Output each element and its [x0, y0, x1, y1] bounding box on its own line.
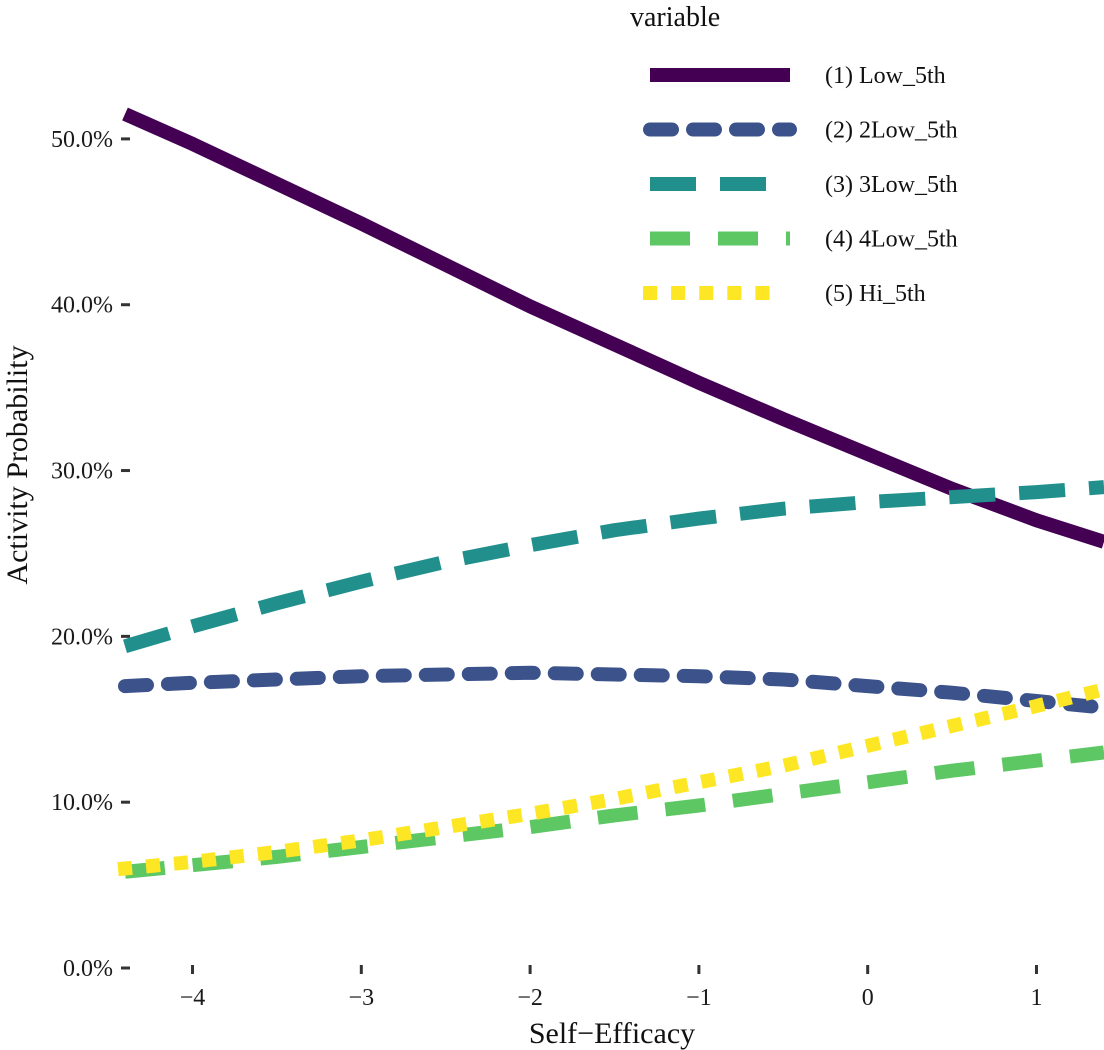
y-tick-label: 40.0%: [51, 293, 113, 319]
x-tick-label: −1: [686, 985, 712, 1011]
series-line-3: [123, 480, 1104, 654]
x-tick-label: −2: [517, 985, 543, 1011]
y-tick-label: 20.0%: [51, 624, 113, 650]
x-axis-title: Self−Efficacy: [529, 1017, 695, 1050]
legend: variable (1) Low_5th (2) 2Low_5th (3) 3Low_…: [630, 2, 958, 307]
y-tick-label: 50.0%: [51, 127, 113, 153]
series-line-4: [124, 745, 1104, 879]
x-tick-label: −3: [349, 985, 375, 1011]
x-tick-label: 1: [1030, 985, 1042, 1011]
legend-label-4: (4) 4Low_5th: [825, 227, 958, 253]
series-lines: [117, 107, 1104, 879]
legend-label-2: (2) 2Low_5th: [825, 118, 958, 144]
x-tick-label: 0: [862, 985, 874, 1011]
y-tick-label: 10.0%: [51, 790, 113, 816]
x-tick-label: −4: [180, 985, 206, 1011]
legend-label-3: (3) 3Low_5th: [825, 172, 958, 198]
y-axis-title: Activity Probability: [1, 345, 34, 584]
legend-label-5: (5) Hi_5th: [825, 281, 926, 307]
axes: 0.0% 10.0% 20.0% 30.0% 40.0% 50.0% −4 −3 −2 −1 0 1: [51, 127, 1042, 1011]
legend-title: variable: [630, 2, 720, 33]
series-line-2: [118, 665, 1104, 715]
y-tick-label: 0.0%: [63, 956, 113, 982]
series-line-5: [117, 682, 1104, 877]
y-tick-label: 30.0%: [51, 459, 113, 485]
series-line-1: [122, 107, 1104, 549]
legend-label-1: (1) Low_5th: [825, 63, 946, 89]
